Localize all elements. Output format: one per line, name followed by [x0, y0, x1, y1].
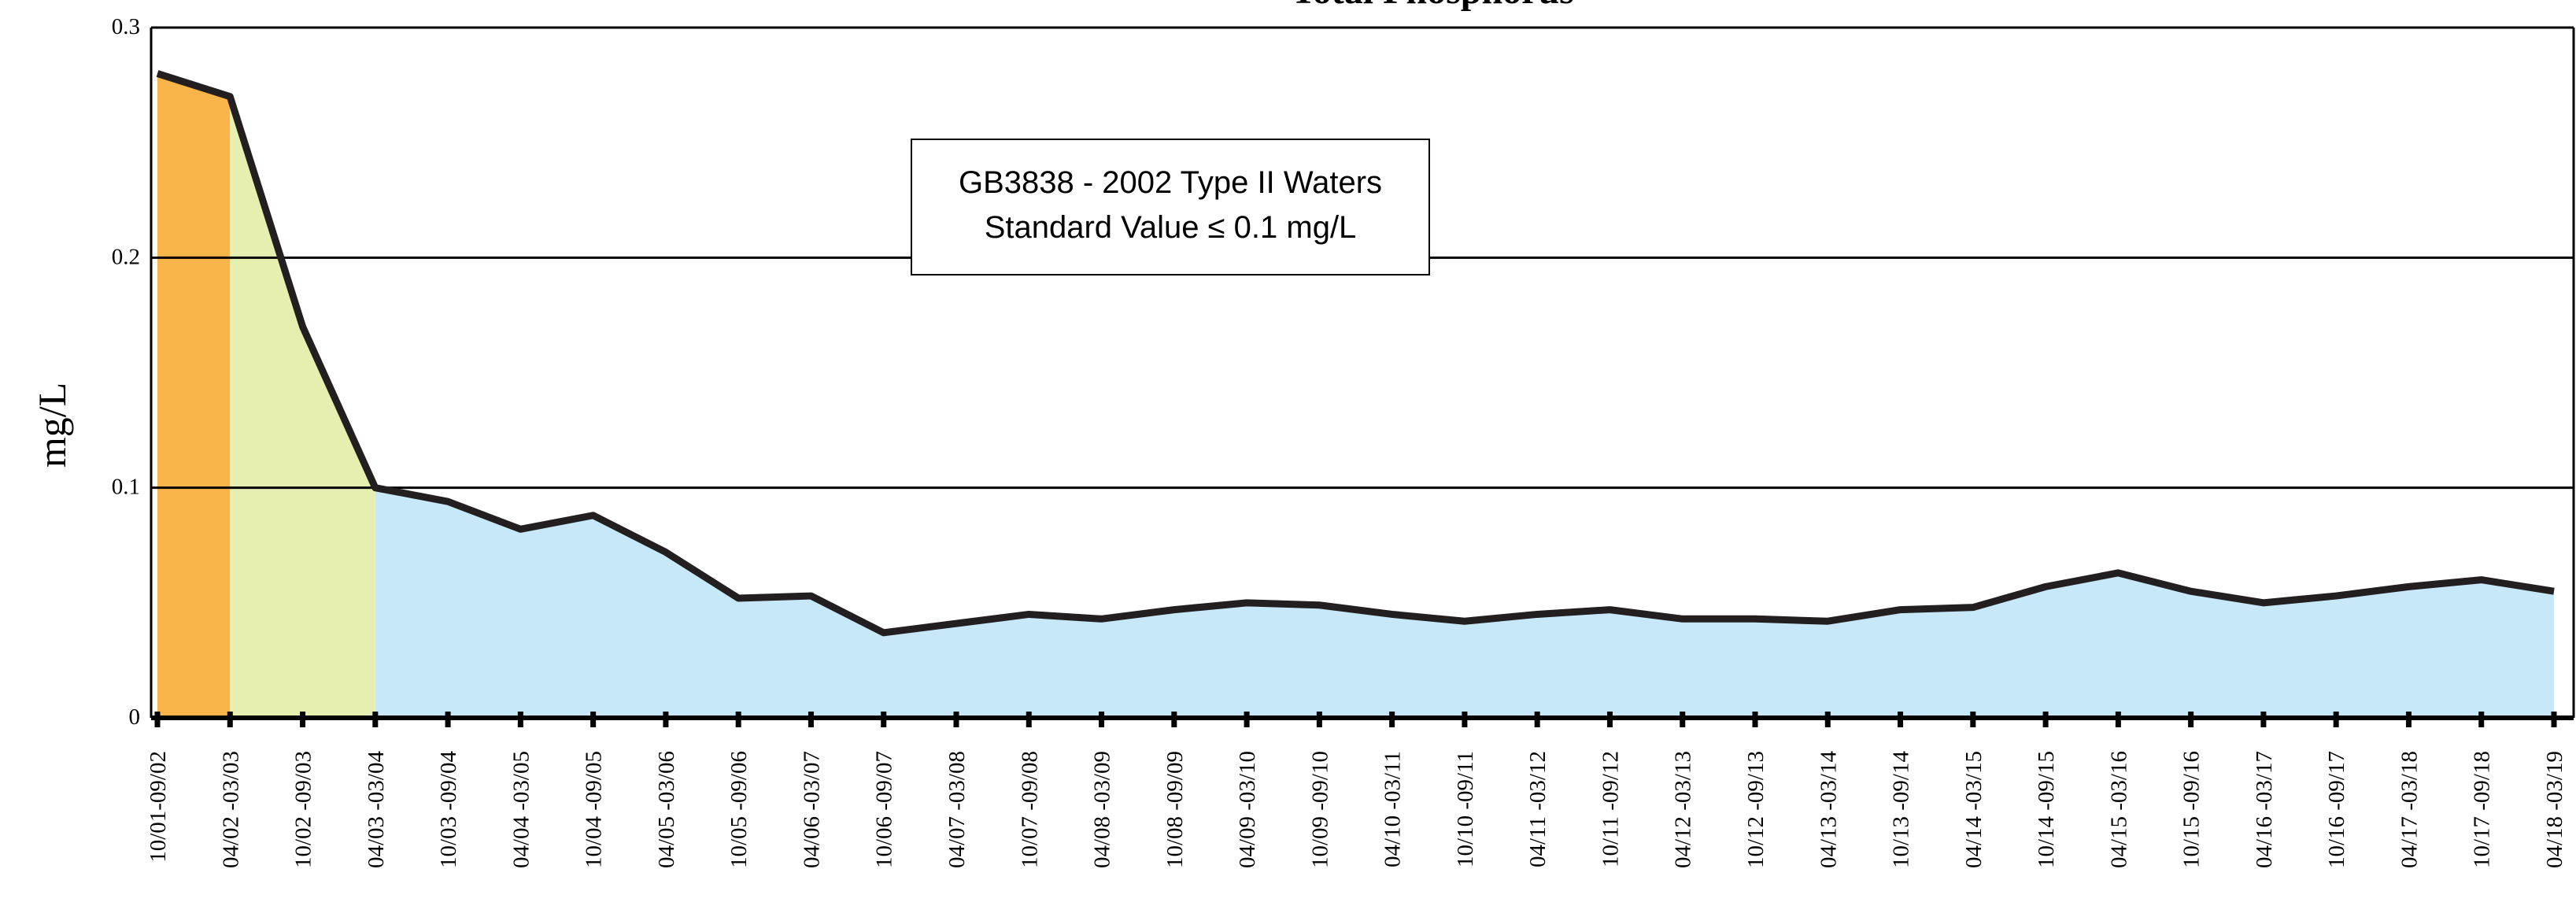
x-tick-label: 04/07 -03/08: [944, 751, 970, 868]
x-tick-label: 10/06 -09/07: [872, 751, 897, 868]
x-tick-label: 10/04 -09/05: [582, 751, 607, 868]
x-tick-label: 04/04 -03/05: [508, 751, 534, 868]
x-tick-label: 10/16 -09/17: [2324, 751, 2349, 868]
y-tick-label: 0.3: [112, 14, 140, 39]
area-segment: [375, 487, 2555, 718]
x-tick-label: 04/11 -03/12: [1525, 751, 1550, 867]
x-tick-label: 04/05 -03/06: [654, 751, 679, 868]
x-tick-label: 10/03 -09/04: [436, 751, 461, 869]
x-tick-label: 04/14 -03/15: [1961, 751, 1987, 868]
x-tick-label: 10/12 -09/13: [1743, 751, 1768, 868]
y-axis-label: mg/L: [30, 383, 74, 468]
area-segment: [157, 73, 231, 718]
x-tick-label: 10/15 -09/16: [2179, 751, 2205, 868]
x-tick-label: 10/14 -09/15: [2034, 751, 2059, 868]
x-tick-label: 04/15 -03/16: [2106, 751, 2131, 868]
x-tick-label: 10/09 -09/10: [1307, 751, 1332, 868]
x-tick-label: 10/07 -09/08: [1017, 751, 1042, 868]
y-tick-label: 0.1: [112, 475, 140, 500]
x-tick-label: 04/06 -03/07: [799, 751, 824, 868]
area-segment: [230, 96, 375, 718]
x-tick-label: 04/17 -03/18: [2397, 751, 2422, 868]
x-tick-label: 10/10 -09/11: [1453, 751, 1478, 867]
chart-title: Total Phosphorus: [1291, 0, 1574, 12]
x-tick-label: 04/09 -03/10: [1235, 751, 1260, 868]
x-tick-label: 04/18 -03/19: [2542, 751, 2567, 868]
y-tick-label: 0: [129, 704, 141, 730]
x-tick-label: 10/02 -09/03: [291, 751, 316, 868]
y-tick-label: 0.2: [112, 244, 140, 269]
x-tick-label: 04/08 -03/09: [1090, 751, 1115, 868]
x-tick-label: 10/13 -09/14: [1889, 751, 1914, 869]
x-tick-label: 10/05 -09/06: [726, 751, 752, 868]
data-line: [156, 70, 2555, 637]
x-tick-label: 04/16 -03/17: [2252, 751, 2277, 868]
x-tick-label: 10/11 -09/12: [1598, 751, 1623, 867]
x-tick-label: 10/08 -09/09: [1162, 751, 1188, 868]
x-tick-label: 10/17 -09/18: [2470, 751, 2495, 868]
x-tick-label: 10/01-09/02: [146, 751, 171, 863]
annotation-box: [911, 139, 1430, 275]
x-tick-label: 04/10 -03/11: [1380, 751, 1406, 867]
x-tick-label: 04/12 -03/13: [1671, 751, 1696, 868]
x-tick-label: 04/13 -03/14: [1816, 751, 1841, 869]
x-tick-label: 04/02 -03/03: [218, 751, 243, 868]
annotation-line: GB3838 - 2002 Type II Waters: [959, 165, 1382, 200]
annotation-line: Standard Value ≤ 0.1 mg/L: [985, 210, 1357, 245]
x-tick-label: 04/03 -03/04: [364, 751, 389, 869]
